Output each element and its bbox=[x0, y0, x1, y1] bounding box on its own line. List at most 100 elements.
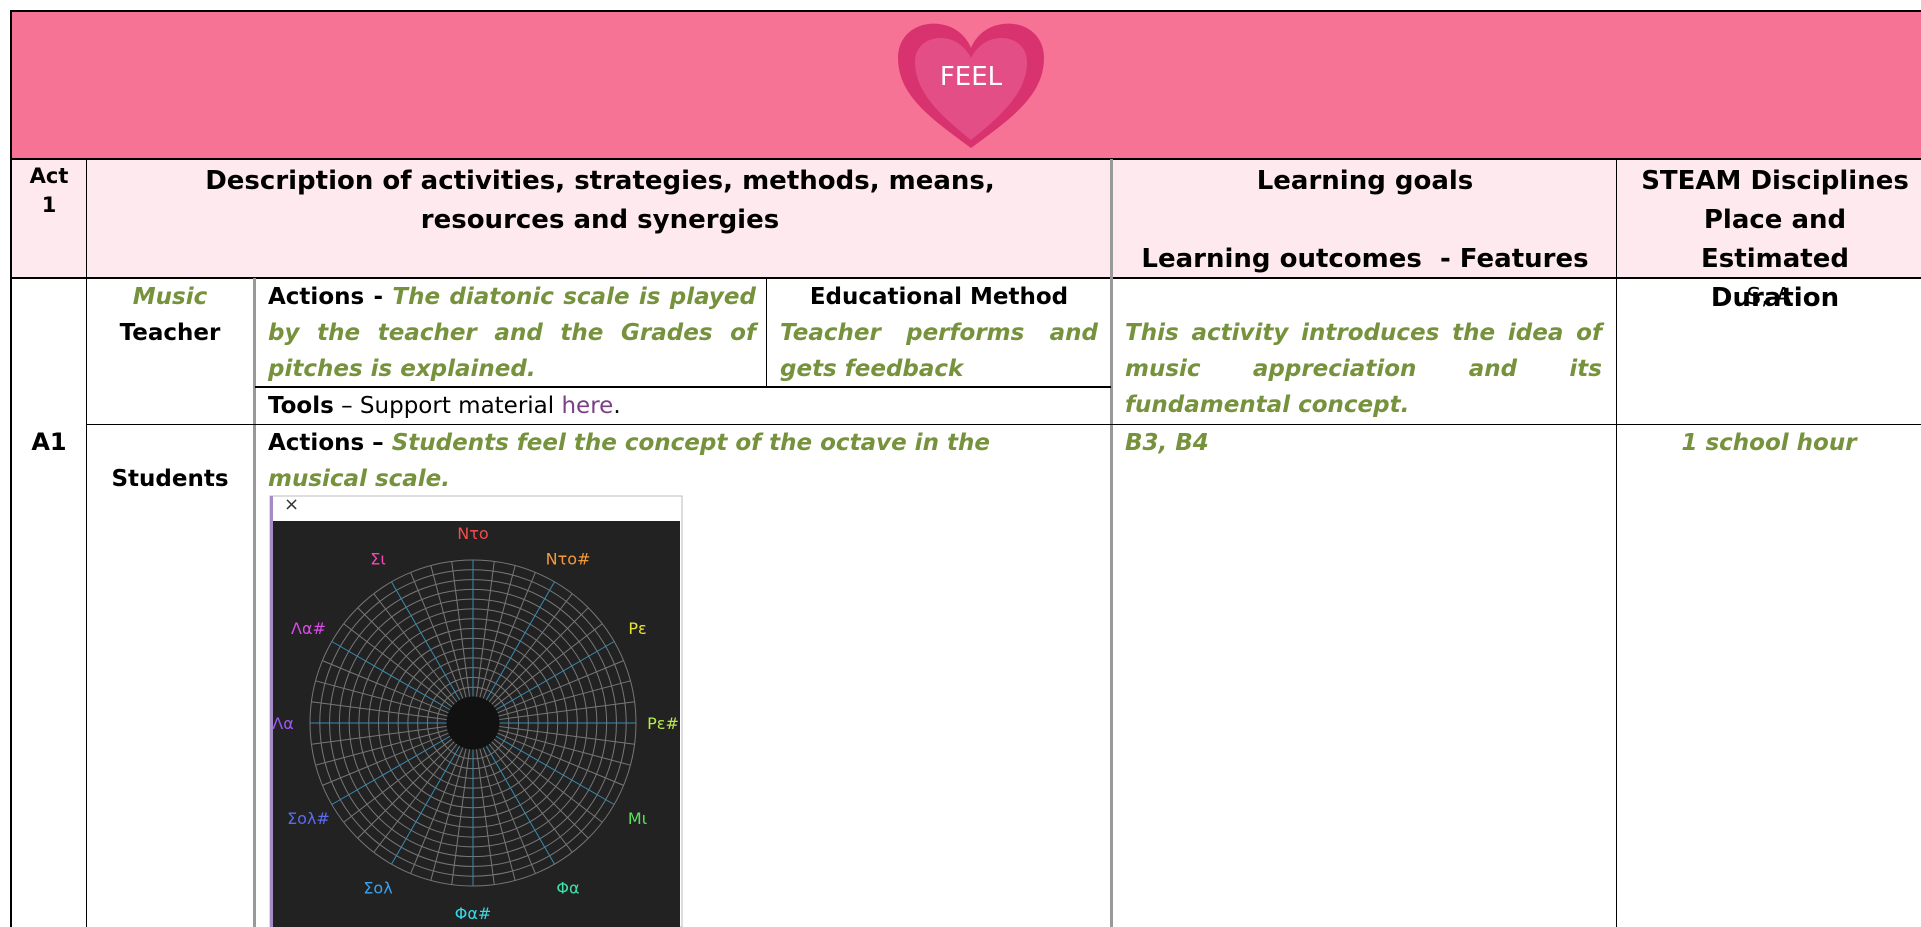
students-duration: 1 school hour bbox=[1681, 430, 1857, 456]
role-subject: Music bbox=[132, 284, 208, 310]
wheel-spoke bbox=[430, 565, 467, 699]
wheel-spoke bbox=[493, 623, 603, 708]
activity-id: A1 bbox=[31, 428, 67, 456]
students-role: Students bbox=[111, 466, 229, 492]
wheel-spoke bbox=[315, 729, 449, 766]
note-label: Ρε bbox=[628, 619, 646, 638]
border bbox=[86, 424, 1921, 425]
label: Actions - bbox=[268, 284, 393, 310]
wheel-spoke bbox=[482, 746, 536, 874]
border bbox=[1110, 159, 1113, 927]
wheel-spoke bbox=[331, 641, 451, 711]
wheel-spoke bbox=[497, 680, 631, 717]
border bbox=[10, 277, 1921, 279]
label: Tools bbox=[268, 393, 334, 419]
method-label: Educational Method bbox=[809, 284, 1069, 310]
wheel-spoke bbox=[475, 561, 495, 698]
teacher-steam: S, A bbox=[1746, 284, 1792, 310]
wheel-spoke bbox=[479, 747, 516, 881]
text: Students feel the concept of the octave … bbox=[268, 430, 990, 492]
wheel-spoke bbox=[495, 641, 615, 711]
note-label: Φα bbox=[556, 879, 579, 898]
wheel-spoke bbox=[493, 738, 603, 823]
wheel-spoke bbox=[311, 725, 448, 745]
wheel-hub bbox=[446, 696, 500, 750]
wheel-spoke bbox=[498, 725, 635, 745]
description-header: Description of activities, strategies, m… bbox=[205, 166, 995, 235]
wheel-spoke bbox=[451, 748, 471, 885]
text: – Support material bbox=[333, 393, 562, 419]
wheel-spoke bbox=[331, 735, 451, 805]
method: Teacher performs and gets feedback bbox=[780, 320, 1098, 382]
border bbox=[1616, 159, 1617, 927]
note-label: Μι bbox=[628, 809, 647, 828]
teacher-actions: Actions - The diatonic scale is played b… bbox=[268, 279, 756, 387]
students-goal: B3, B4 bbox=[1125, 430, 1209, 456]
border bbox=[10, 158, 1921, 160]
wheel-spoke bbox=[430, 747, 467, 881]
wheel-spoke bbox=[343, 738, 453, 823]
note-label: Φα# bbox=[455, 904, 492, 923]
note-label: Σολ bbox=[363, 879, 392, 898]
wheel-spoke bbox=[482, 572, 536, 700]
teacher-goal: This activity introduces the idea of mus… bbox=[1125, 320, 1602, 418]
wheel-spoke bbox=[497, 729, 631, 766]
link[interactable]: here bbox=[561, 393, 614, 419]
text: The diatonic scale is played by the teac… bbox=[268, 284, 756, 382]
wheel-spoke bbox=[485, 581, 555, 701]
border bbox=[253, 278, 256, 927]
wheel-spoke bbox=[498, 701, 635, 721]
note-label: Λα# bbox=[291, 619, 326, 638]
note-label: Ρε# bbox=[647, 714, 679, 733]
wheel-spoke bbox=[488, 743, 573, 853]
border bbox=[255, 386, 1111, 388]
wheel-spoke bbox=[322, 660, 450, 714]
wheel-spoke bbox=[391, 745, 461, 865]
wheel-spoke bbox=[322, 732, 450, 786]
wheel-spoke bbox=[357, 607, 455, 705]
note-label: Λα bbox=[272, 714, 294, 733]
wheel-spoke bbox=[475, 748, 495, 885]
wheel-spoke bbox=[491, 741, 589, 839]
border bbox=[10, 10, 1921, 12]
wheel-spoke bbox=[315, 680, 449, 717]
wheel-spoke bbox=[410, 746, 464, 874]
tools: Tools – Support material here. bbox=[268, 388, 1098, 424]
wheel-spoke bbox=[479, 565, 516, 699]
steam-header: STEAM Disciplines Place and Estimated Du… bbox=[1641, 166, 1909, 313]
note-label: Ντο# bbox=[546, 549, 591, 568]
border bbox=[10, 10, 12, 927]
wheel-spoke bbox=[491, 607, 589, 705]
close-button[interactable]: × bbox=[284, 494, 299, 515]
wheel-spoke bbox=[410, 572, 464, 700]
teacher-role: Music Teacher bbox=[87, 279, 253, 351]
wheel-spoke bbox=[488, 593, 573, 703]
text: . bbox=[613, 393, 621, 419]
border bbox=[86, 159, 87, 927]
wheel-spoke bbox=[485, 745, 555, 865]
wheel-spoke bbox=[373, 593, 458, 703]
outcomes-header: Learning outcomes - Features bbox=[1141, 244, 1589, 274]
wheel-spoke bbox=[373, 743, 458, 853]
wheel-spoke bbox=[496, 660, 624, 714]
wheel-spoke bbox=[495, 735, 615, 805]
act-header: Act 1 bbox=[29, 164, 69, 217]
note-label: Σολ# bbox=[287, 809, 330, 828]
border bbox=[766, 278, 767, 387]
pitch-wheel-image: × Ντο Ντο# Ρε Ρε# Μι Φα Φα# Σολ Σολ# Λα Λα# Σι bbox=[269, 494, 683, 927]
note-label: Σι bbox=[370, 549, 386, 568]
note-label: Ντο bbox=[457, 524, 488, 543]
wheel-spoke bbox=[311, 701, 448, 721]
banner-title: FEEL bbox=[940, 62, 1003, 92]
wheel-spoke bbox=[451, 561, 471, 698]
header-row bbox=[10, 159, 1921, 278]
wheel-spoke bbox=[343, 623, 453, 708]
role: Teacher bbox=[119, 320, 221, 346]
students-actions: Actions – Students feel the concept of t… bbox=[268, 425, 1068, 497]
label: Actions – bbox=[268, 430, 392, 456]
wheel-spoke bbox=[391, 581, 461, 701]
heart-logo: FEEL bbox=[898, 23, 1044, 148]
wheel-spoke bbox=[357, 741, 455, 839]
